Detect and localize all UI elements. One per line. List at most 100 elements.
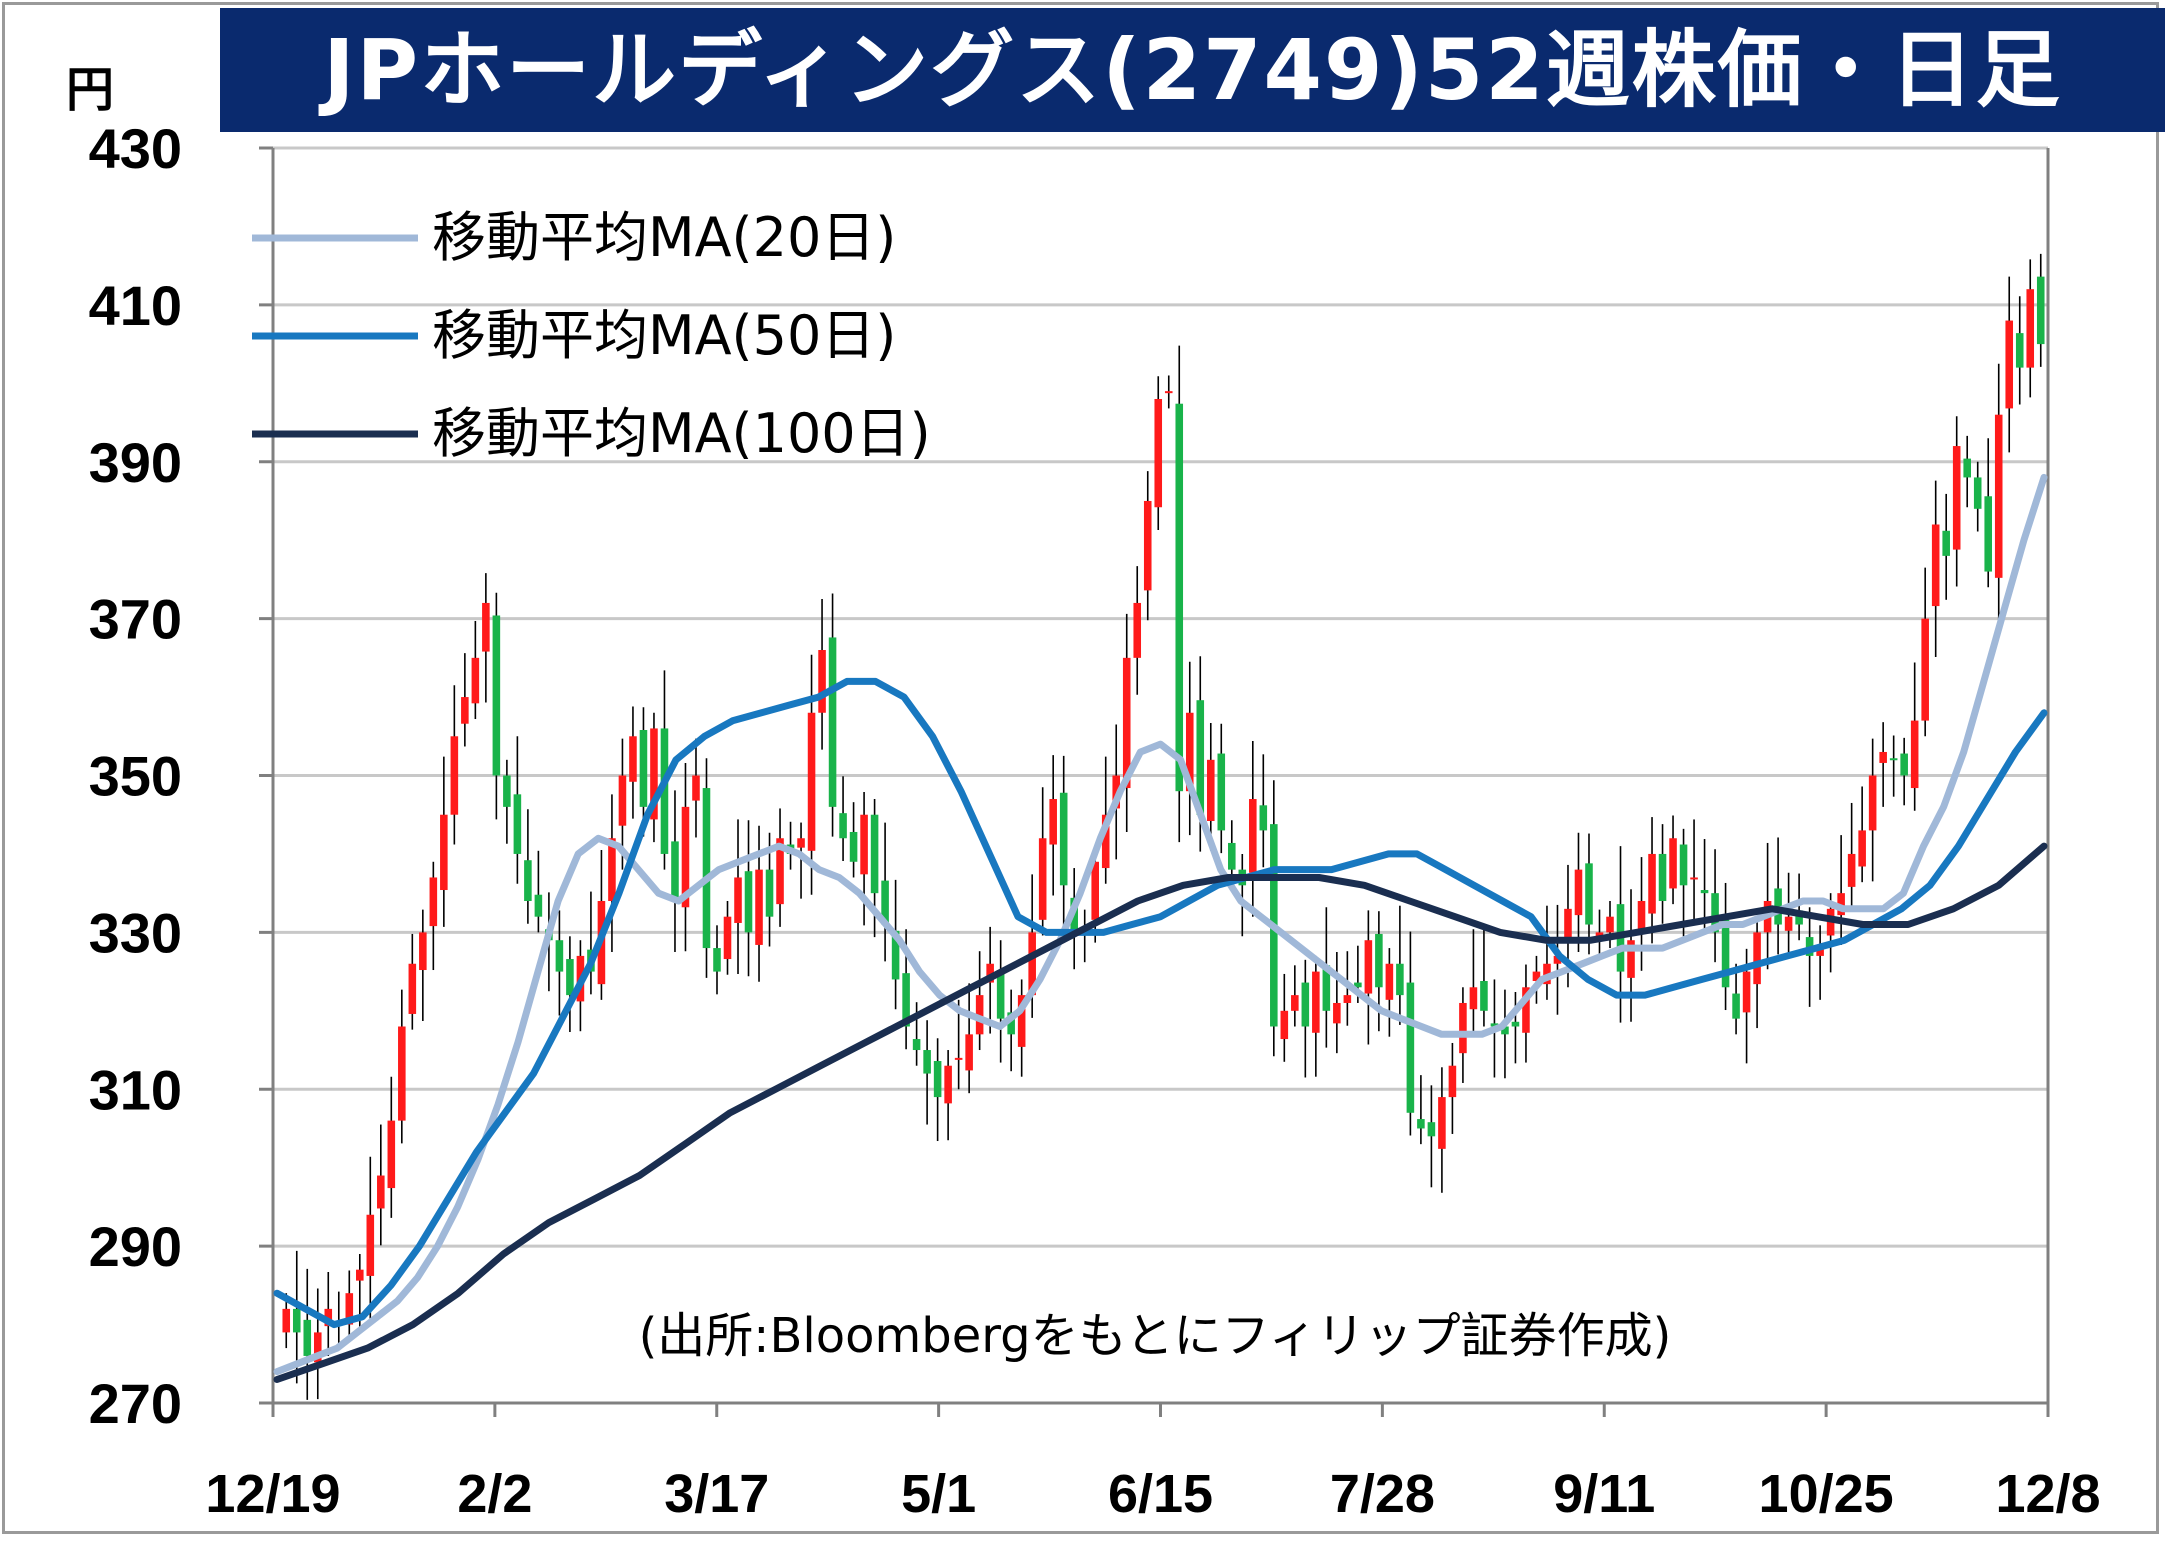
candle <box>1438 1067 1446 1193</box>
candle <box>492 592 501 820</box>
x-tick-label: 12/19 <box>205 1464 340 1524</box>
candle <box>1364 910 1373 1045</box>
candle <box>1963 435 1971 508</box>
moving-average-lines <box>273 473 2048 1383</box>
candle <box>1448 1042 1457 1134</box>
y-tick-label: 390 <box>89 431 182 494</box>
ma-line-0 <box>273 473 2048 1376</box>
candle <box>660 670 669 870</box>
candle <box>1816 925 1824 1000</box>
candle <box>1732 963 1740 1035</box>
y-tick-label: 350 <box>89 745 182 808</box>
y-tick-label: 310 <box>89 1058 182 1121</box>
y-tick-label: 270 <box>89 1372 182 1435</box>
candle <box>2005 276 2014 453</box>
candle <box>1080 909 1089 963</box>
candle <box>1711 849 1719 963</box>
candle <box>303 1268 312 1400</box>
candle <box>807 654 816 895</box>
candle <box>387 1076 396 1218</box>
candle <box>1511 991 1520 1064</box>
candle <box>891 879 900 1010</box>
candle <box>1522 964 1530 1063</box>
candle <box>1700 839 1709 931</box>
x-tick-label: 7/28 <box>1330 1464 1435 1524</box>
candle <box>461 653 469 747</box>
candle <box>503 759 511 844</box>
candle <box>881 822 889 962</box>
candle <box>629 706 637 819</box>
x-tick-label: 5/1 <box>901 1464 976 1524</box>
x-tick-label: 9/11 <box>1553 1464 1655 1524</box>
candle <box>975 951 984 1051</box>
candle <box>398 989 406 1144</box>
candle <box>1921 567 1929 737</box>
candle <box>366 1156 375 1320</box>
y-tick-label: 370 <box>89 588 182 651</box>
candle <box>429 861 438 971</box>
candle <box>1049 755 1057 896</box>
candle <box>944 1050 952 1141</box>
candle <box>828 593 837 837</box>
candle <box>419 909 427 1022</box>
candle <box>734 819 742 974</box>
candle <box>608 794 616 952</box>
candle <box>1217 723 1226 854</box>
candle <box>713 925 721 995</box>
candle <box>681 762 690 952</box>
candle <box>923 1020 931 1125</box>
source-note: (出所:Bloombergをもとにフィリップ証券作成) <box>639 1308 1672 1364</box>
candle <box>1501 989 1509 1079</box>
candle <box>1206 722 1215 851</box>
candle <box>1606 901 1614 949</box>
candle <box>1648 817 1656 944</box>
candle <box>1753 916 1761 1029</box>
candle <box>702 758 711 978</box>
candle <box>1543 905 1551 1000</box>
candle <box>1385 948 1394 1037</box>
candle <box>849 802 858 878</box>
candle <box>744 820 753 977</box>
legend-label: 移動平均MA(100日) <box>432 402 931 465</box>
candle <box>1017 979 1026 1077</box>
x-tick-label: 2/2 <box>457 1464 532 1524</box>
candle <box>2036 253 2045 367</box>
ma-line-2 <box>273 842 2048 1383</box>
candle <box>1280 973 1289 1062</box>
candle <box>566 936 574 1032</box>
x-tick-label: 10/25 <box>1759 1464 1894 1524</box>
candle <box>1889 735 1898 797</box>
candle <box>1595 909 1604 960</box>
candle <box>1417 1075 1425 1145</box>
y-unit-label: 円 <box>66 62 115 118</box>
candle <box>1291 965 1299 1027</box>
candle <box>1679 828 1688 937</box>
candle <box>513 736 522 884</box>
axes <box>271 148 2050 1417</box>
legend-label: 移動平均MA(20日) <box>432 206 896 269</box>
candle <box>1984 438 1992 588</box>
candle <box>818 599 826 750</box>
candle <box>1038 787 1047 936</box>
candle <box>639 707 648 837</box>
candle <box>1774 837 1782 955</box>
x-tick-label: 6/15 <box>1108 1464 1213 1524</box>
x-tick-label: 12/8 <box>1995 1464 2100 1524</box>
candle <box>839 776 847 861</box>
candle <box>587 891 595 995</box>
candle <box>1427 1085 1436 1188</box>
candle <box>933 1038 942 1142</box>
candle <box>797 822 805 899</box>
candle <box>282 1293 291 1349</box>
candle <box>1480 930 1488 1027</box>
candle <box>1931 480 1940 658</box>
candle <box>1322 907 1331 1048</box>
candle <box>1868 738 1877 882</box>
candle <box>440 756 448 927</box>
candle <box>2026 259 2035 398</box>
candle <box>345 1270 354 1341</box>
candle <box>471 620 480 720</box>
candle <box>1154 376 1163 530</box>
candle <box>1994 363 2003 629</box>
